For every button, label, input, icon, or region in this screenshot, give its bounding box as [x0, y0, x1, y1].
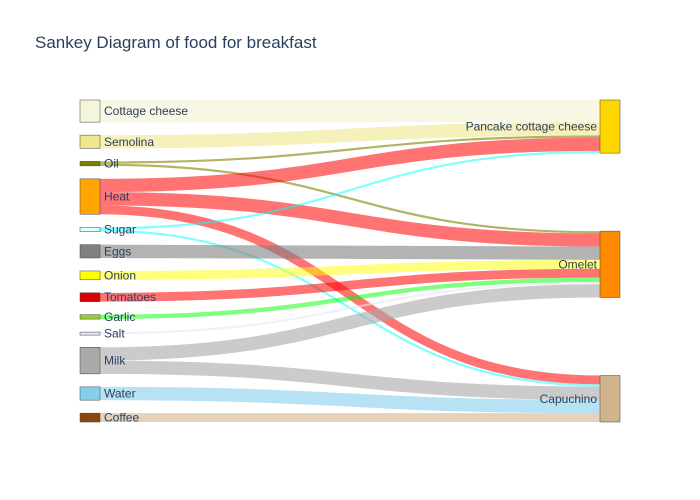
- node-label-oil: Oil: [104, 157, 119, 171]
- link-heat-to-omelet[interactable]: [99, 192, 601, 247]
- link-onion-to-omelet[interactable]: [99, 259, 601, 280]
- node-salt[interactable]: [79, 331, 101, 336]
- node-sugar[interactable]: [79, 227, 101, 232]
- node-label-heat: Heat: [104, 190, 130, 204]
- link-water-to-capuchino[interactable]: [99, 386, 601, 414]
- link-oil-to-omelet[interactable]: [99, 163, 601, 234]
- node-label-garlic: Garlic: [104, 310, 135, 324]
- link-oil-to-pancake-cottage-cheese[interactable]: [99, 135, 601, 164]
- labels-layer: Cottage cheese Semolina Oil Heat Sugar Eggs On…: [104, 104, 598, 425]
- node-label-water: Water: [104, 387, 136, 401]
- nodes-layer: [79, 99, 621, 423]
- node-onion[interactable]: [79, 270, 101, 281]
- node-capuchino[interactable]: [599, 375, 621, 423]
- link-garlic-to-omelet[interactable]: [99, 277, 601, 320]
- link-salt-to-omelet[interactable]: [99, 282, 601, 335]
- link-milk-to-capuchino[interactable]: [99, 360, 601, 400]
- node-semolina[interactable]: [79, 134, 101, 149]
- link-sugar-to-pancake-cottage-cheese[interactable]: [99, 150, 601, 230]
- link-semolina-to-pancake-cottage-cheese[interactable]: [99, 122, 601, 149]
- node-label-tomatoes: Tomatoes: [104, 290, 156, 304]
- node-label-capuchino: Capuchino: [540, 392, 598, 406]
- node-cottage-cheese[interactable]: [79, 99, 101, 123]
- node-coffee[interactable]: [79, 412, 101, 423]
- chart-title: Sankey Diagram of food for breakfast: [35, 33, 317, 52]
- link-eggs-to-omelet[interactable]: [99, 244, 601, 260]
- link-heat-to-capuchino[interactable]: [99, 205, 601, 385]
- link-tomatoes-to-omelet[interactable]: [99, 268, 601, 302]
- node-label-omelet: Omelet: [558, 257, 597, 271]
- node-tomatoes[interactable]: [79, 292, 101, 302]
- node-label-cottage-cheese: Cottage cheese: [104, 104, 188, 118]
- node-water[interactable]: [79, 386, 101, 401]
- link-milk-to-omelet[interactable]: [99, 284, 601, 361]
- node-pancake-cottage-cheese[interactable]: [599, 99, 621, 154]
- node-label-salt: Salt: [104, 327, 125, 341]
- node-milk[interactable]: [79, 347, 101, 375]
- node-label-pancake-cottage-cheese: Pancake cottage cheese: [466, 120, 598, 134]
- node-label-onion: Onion: [104, 268, 136, 282]
- node-label-eggs: Eggs: [104, 244, 131, 258]
- node-label-coffee: Coffee: [104, 411, 139, 425]
- node-heat[interactable]: [79, 178, 101, 215]
- node-oil[interactable]: [79, 161, 101, 167]
- node-label-semolina: Semolina: [104, 135, 154, 149]
- link-heat-to-pancake-cottage-cheese[interactable]: [99, 137, 601, 193]
- node-label-sugar: Sugar: [104, 222, 136, 236]
- links-layer: [99, 100, 601, 422]
- node-omelet[interactable]: [599, 230, 621, 298]
- node-eggs[interactable]: [79, 244, 101, 259]
- node-label-milk: Milk: [104, 354, 126, 368]
- node-garlic[interactable]: [79, 314, 101, 320]
